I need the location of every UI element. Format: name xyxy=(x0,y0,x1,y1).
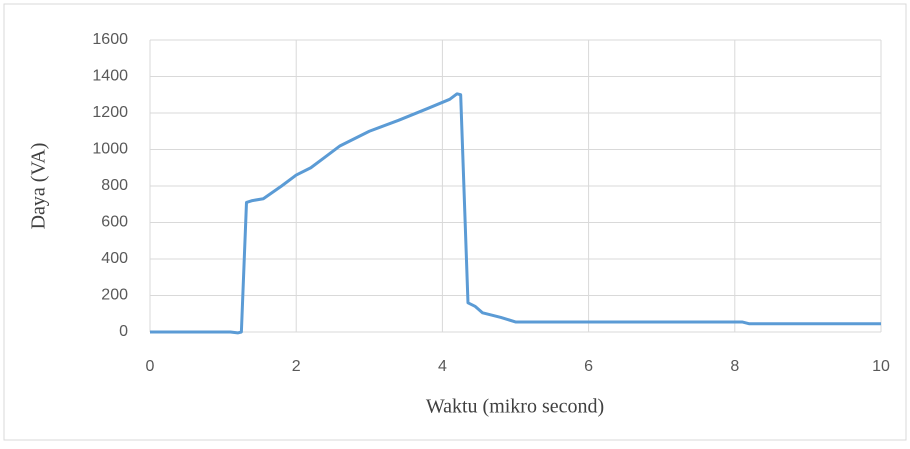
y-tick-label: 800 xyxy=(101,177,128,194)
x-tick-label: 8 xyxy=(730,358,739,375)
y-tick-label: 0 xyxy=(119,323,128,340)
y-tick-label: 1400 xyxy=(92,68,128,85)
x-tick-label: 4 xyxy=(438,358,447,375)
x-tick-label: 0 xyxy=(146,358,155,375)
y-tick-label: 1000 xyxy=(92,141,128,158)
x-tick-label: 6 xyxy=(584,358,593,375)
x-tick-label: 2 xyxy=(292,358,301,375)
chart-border xyxy=(3,3,907,441)
line-series xyxy=(150,92,881,335)
x-axis-title: Waktu (mikro second) xyxy=(426,396,604,418)
x-tick-label: 10 xyxy=(872,358,890,375)
y-tick-label: 400 xyxy=(101,250,128,267)
y-tick-label: 1200 xyxy=(92,104,128,121)
y-axis-title: Daya (VA) xyxy=(28,143,50,230)
y-tick-label: 600 xyxy=(101,214,128,231)
y-tick-label: 1600 xyxy=(92,31,128,48)
y-tick-label: 200 xyxy=(101,287,128,304)
